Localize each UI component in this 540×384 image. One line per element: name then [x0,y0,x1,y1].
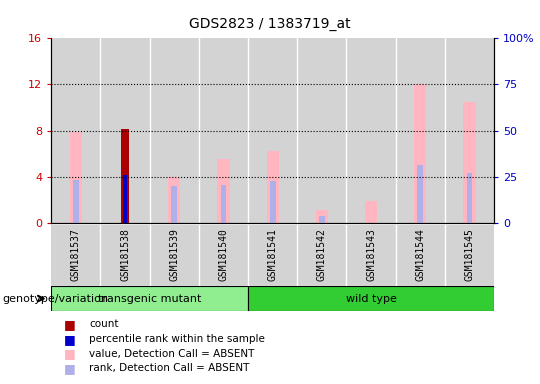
Bar [220,185,226,223]
Text: GSM181539: GSM181539 [170,228,179,281]
Bar [171,186,177,223]
Bar [168,177,180,223]
Text: ■: ■ [64,318,76,331]
Bar [414,84,427,223]
Text: percentile rank within the sample: percentile rank within the sample [89,334,265,344]
Bar [319,216,325,223]
Bar [417,165,423,223]
Text: rank, Detection Call = ABSENT: rank, Detection Call = ABSENT [89,363,249,373]
Bar [51,38,100,223]
Bar [100,38,150,223]
Text: GSM181543: GSM181543 [366,228,376,281]
Text: wild type: wild type [346,293,396,304]
Bar [123,175,127,223]
Bar [316,210,328,223]
Text: GSM181542: GSM181542 [317,228,327,281]
Bar [217,159,230,223]
Bar [347,38,396,223]
Bar [199,38,248,223]
Text: GSM181541: GSM181541 [268,228,278,281]
Bar [463,102,476,223]
Text: GSM181544: GSM181544 [415,228,426,281]
Bar [122,129,129,223]
Text: ■: ■ [64,333,76,346]
Text: ■: ■ [64,347,76,360]
Text: GSM181537: GSM181537 [71,228,81,281]
Bar [445,38,494,223]
Bar [270,181,275,223]
Bar [51,286,248,311]
Text: count: count [89,319,119,329]
Text: value, Detection Call = ABSENT: value, Detection Call = ABSENT [89,349,254,359]
Text: ■: ■ [64,362,76,375]
Text: transgenic mutant: transgenic mutant [98,293,201,304]
Bar [396,38,445,223]
Bar [365,201,377,223]
Bar [298,38,347,223]
Bar [267,151,279,223]
Bar [73,180,79,223]
Bar [51,225,494,286]
Text: GDS2823 / 1383719_at: GDS2823 / 1383719_at [189,17,351,31]
Text: GSM181540: GSM181540 [219,228,228,281]
Bar [248,38,298,223]
Bar [150,38,199,223]
Text: GSM181545: GSM181545 [464,228,475,281]
Bar [70,132,82,223]
Bar [467,173,472,223]
Text: GSM181538: GSM181538 [120,228,130,281]
Bar [248,286,494,311]
Text: genotype/variation: genotype/variation [3,293,109,304]
